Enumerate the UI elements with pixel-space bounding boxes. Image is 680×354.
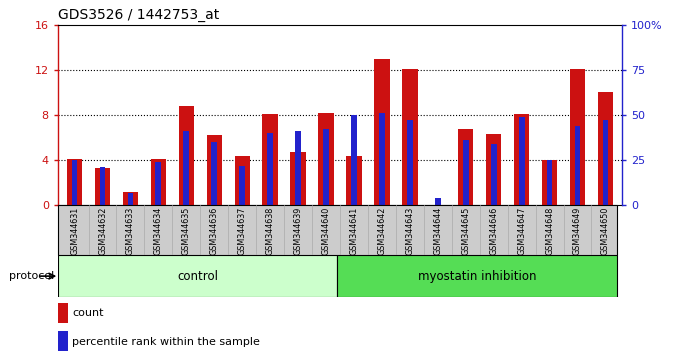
Text: percentile rank within the sample: percentile rank within the sample [72,337,260,347]
Bar [58,303,68,323]
Bar [598,92,613,205]
Text: GSM344648: GSM344648 [545,207,554,255]
Text: GSM344637: GSM344637 [238,207,247,255]
Bar [71,160,78,205]
Bar [486,134,501,205]
Bar [262,114,278,205]
Bar [519,117,524,205]
Bar [407,120,413,205]
Text: GSM344646: GSM344646 [489,207,498,255]
Text: GSM344633: GSM344633 [126,207,135,255]
Text: GSM344638: GSM344638 [266,207,275,255]
Bar [463,140,469,205]
Text: myostatin inhibition: myostatin inhibition [418,270,536,282]
Bar [570,69,585,205]
Bar [95,168,110,205]
Bar [207,135,222,205]
Bar [337,255,617,297]
Text: GSM344636: GSM344636 [209,207,219,255]
Bar [402,69,418,205]
Text: GSM344631: GSM344631 [70,207,79,255]
Bar [379,113,385,205]
Bar [128,193,133,205]
Bar [575,126,581,205]
Bar [151,159,166,205]
Bar [346,156,362,205]
Bar [542,160,557,205]
Text: protocol: protocol [9,271,54,281]
Text: GSM344632: GSM344632 [98,207,107,255]
Text: GSM344641: GSM344641 [350,207,358,255]
Text: GSM344635: GSM344635 [182,207,191,255]
Bar [99,167,105,205]
Text: GDS3526 / 1442753_at: GDS3526 / 1442753_at [58,8,219,22]
Bar [374,59,390,205]
Bar [123,192,138,205]
Bar [211,142,217,205]
Bar [290,152,306,205]
Bar [58,331,68,351]
Text: GSM344649: GSM344649 [573,207,582,255]
Text: GSM344645: GSM344645 [461,207,471,255]
Bar [323,130,329,205]
Bar [458,129,473,205]
Bar [547,160,552,205]
Text: GSM344642: GSM344642 [377,207,386,255]
Bar [179,106,194,205]
Text: GSM344639: GSM344639 [294,207,303,255]
Text: GSM344650: GSM344650 [601,207,610,255]
Bar [318,113,334,205]
Text: GSM344643: GSM344643 [405,207,414,255]
Bar [184,131,189,205]
Text: GSM344647: GSM344647 [517,207,526,255]
Bar [58,255,337,297]
Bar [239,166,245,205]
Text: GSM344640: GSM344640 [322,207,330,255]
Text: count: count [72,308,103,318]
Bar [295,131,301,205]
Text: GSM344644: GSM344644 [433,207,442,255]
Bar [514,114,529,205]
Bar [491,144,496,205]
Bar [351,115,357,205]
Bar [602,120,609,205]
Bar [435,198,441,205]
Bar [267,133,273,205]
Bar [156,162,161,205]
Text: GSM344634: GSM344634 [154,207,163,255]
Text: control: control [177,270,218,282]
Bar [67,159,82,205]
Bar [235,156,250,205]
